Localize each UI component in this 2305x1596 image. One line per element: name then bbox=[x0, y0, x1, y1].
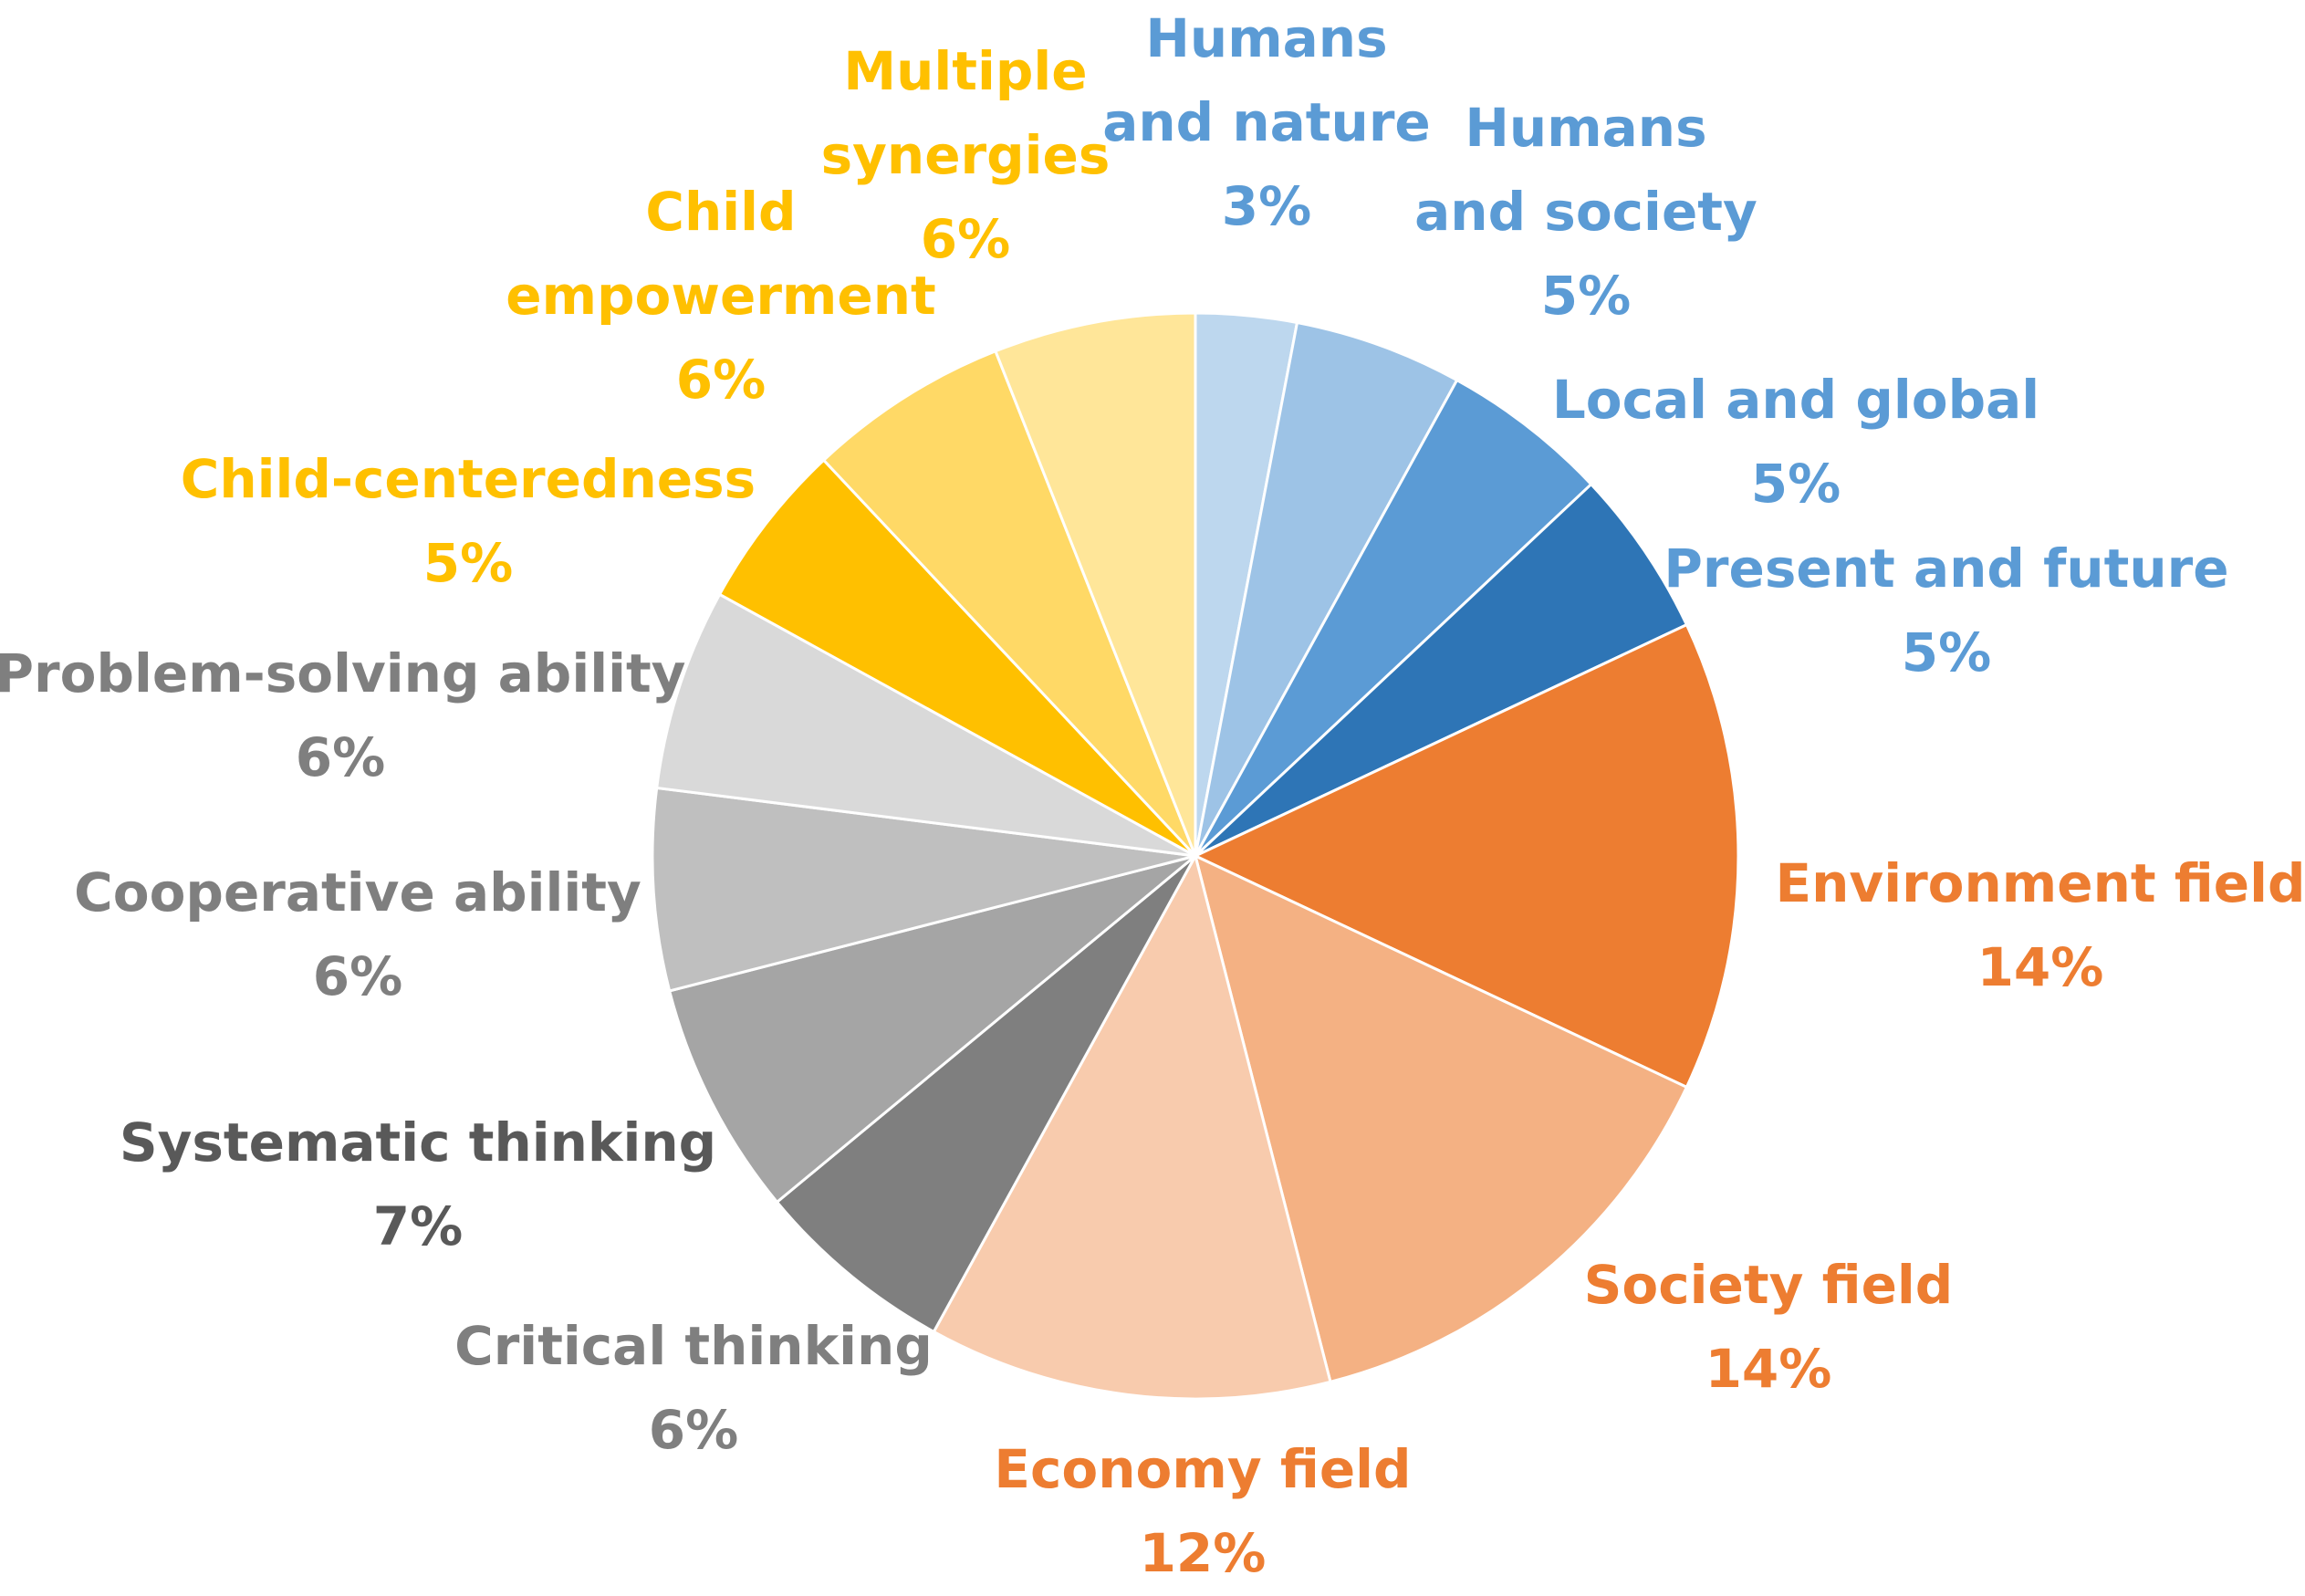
label-percent: 6% bbox=[921, 208, 1010, 270]
pie-slice-cooperative-ability bbox=[651, 786, 1196, 993]
label-name-line: and society bbox=[1414, 181, 1757, 243]
data-label-cooperative-ability: Cooperative ability 6% bbox=[74, 861, 641, 1007]
pie-slice-present-and-future bbox=[1194, 482, 1689, 858]
pie-slice-multiple-synergies bbox=[994, 311, 1197, 857]
label-name-line: Environment field bbox=[1775, 852, 2305, 914]
label-name-line: empowerment bbox=[506, 265, 935, 327]
label-name-line: Child bbox=[645, 181, 796, 243]
label-name-line: Society field bbox=[1584, 1254, 1954, 1316]
label-name-line: and nature bbox=[1102, 91, 1431, 153]
data-label-systematic-thinking: Systematic thinking 7% bbox=[120, 1111, 716, 1257]
pie-slice-systematic-thinking bbox=[667, 854, 1196, 1205]
pie-slices bbox=[651, 311, 1740, 1401]
data-label-multiple-synergies: Multiple synergies 6% bbox=[821, 40, 1111, 270]
pie-slice-society-field bbox=[1193, 853, 1689, 1384]
data-label-environment-field: Environment field 14% bbox=[1775, 852, 2305, 998]
label-name-line: Economy field bbox=[994, 1438, 1411, 1500]
label-percent: 5% bbox=[423, 532, 513, 594]
label-name-line: Multiple bbox=[843, 40, 1087, 102]
data-label-present-and-future: Present and future 5% bbox=[1664, 537, 2228, 683]
label-name-line: Systematic thinking bbox=[120, 1111, 716, 1174]
label-name-line: Critical thinking bbox=[454, 1315, 933, 1377]
pie-slice-child-empowerment bbox=[821, 349, 1197, 858]
label-percent: 6% bbox=[296, 726, 385, 788]
label-percent: 6% bbox=[313, 945, 402, 1007]
label-name-line: synergies bbox=[821, 124, 1111, 186]
label-percent: 5% bbox=[1902, 621, 1991, 683]
label-name-line: Present and future bbox=[1664, 537, 2228, 600]
data-label-society-field: Society field 14% bbox=[1584, 1254, 1954, 1400]
pie-slice-critical-thinking bbox=[775, 854, 1197, 1334]
data-label-problem-solving-ability: Problem-solving ability 6% bbox=[0, 642, 685, 788]
data-label-child-empowerment: Child empowerment 6% bbox=[506, 181, 935, 411]
pie-slice-local-and-global bbox=[1194, 378, 1593, 858]
data-label-humans-and-society: Humans and society 5% bbox=[1414, 97, 1757, 327]
data-label-local-and-global: Local and global 5% bbox=[1552, 369, 2039, 515]
pie-slice-economy-field bbox=[932, 851, 1332, 1401]
label-percent: 14% bbox=[1705, 1338, 1832, 1400]
data-label-critical-thinking: Critical thinking 6% bbox=[454, 1315, 933, 1461]
pie-slice-problem-solving-ability bbox=[655, 592, 1196, 858]
data-label-economy-field: Economy field 12% bbox=[994, 1438, 1411, 1584]
data-label-child-centeredness: Child-centeredness 5% bbox=[181, 448, 756, 594]
pie-slice-child-centeredness bbox=[717, 458, 1197, 858]
label-percent: 3% bbox=[1222, 175, 1311, 237]
label-percent: 6% bbox=[676, 349, 766, 411]
label-name-line: Humans bbox=[1145, 7, 1387, 69]
pie-slice-environment-field bbox=[1192, 622, 1740, 1090]
label-name-line: Humans bbox=[1465, 97, 1706, 159]
label-percent: 14% bbox=[1977, 936, 2104, 998]
pie-slice-humans-and-society bbox=[1194, 320, 1459, 857]
label-percent: 6% bbox=[649, 1399, 738, 1461]
label-percent: 5% bbox=[1541, 265, 1631, 327]
label-percent: 7% bbox=[373, 1195, 463, 1257]
label-percent: 12% bbox=[1140, 1522, 1267, 1584]
label-name-line: Child-centeredness bbox=[181, 448, 756, 510]
data-label-humans-and-nature: Humans and nature 3% bbox=[1102, 7, 1431, 237]
label-percent: 5% bbox=[1751, 453, 1841, 515]
label-name-line: Cooperative ability bbox=[74, 861, 641, 923]
label-name-line: Problem-solving ability bbox=[0, 642, 685, 704]
label-name-line: Local and global bbox=[1552, 369, 2039, 431]
